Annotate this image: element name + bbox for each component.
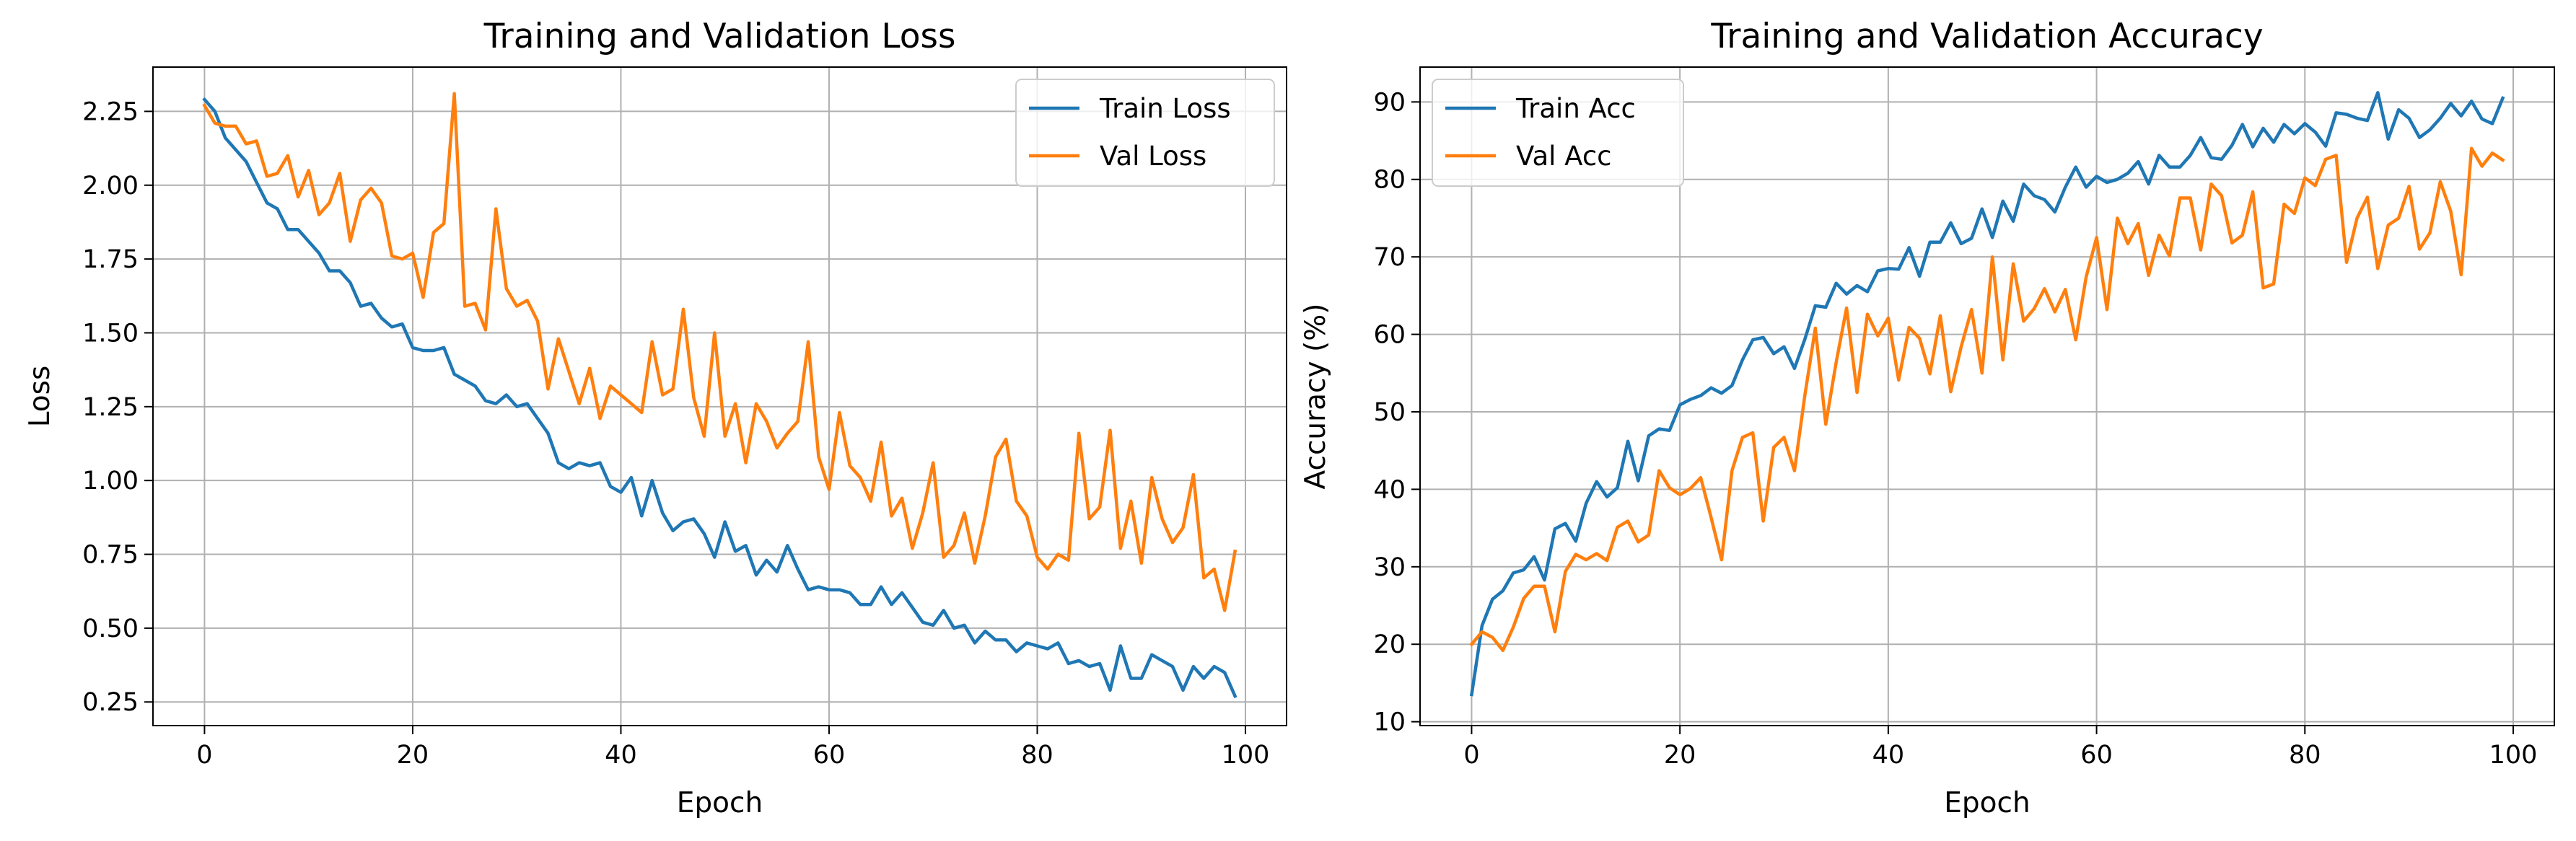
accuracy-series-line-val — [1469, 146, 2505, 653]
accuracy-y-tick-label-70: 70 — [1373, 243, 1406, 272]
accuracy-ticks: 0 20 40 60 80 100 10 20 30 40 50 60 70 80 90 — [1373, 88, 2537, 770]
accuracy-y-tick-label-90: 90 — [1373, 88, 1406, 117]
accuracy-chart: Training and Validation Accuracy Epoch A… — [1300, 17, 2555, 819]
accuracy-x-axis-label: Epoch — [1944, 787, 2030, 819]
accuracy-y-tick-label-10: 10 — [1373, 708, 1406, 737]
loss-y-tick-label-1-75: 1.75 — [82, 245, 139, 274]
accuracy-series — [1469, 91, 2505, 697]
accuracy-plot-frame — [1419, 66, 2555, 726]
loss-x-tick-label-0: 0 — [196, 741, 212, 770]
loss-y-axis-label: Loss — [24, 366, 56, 428]
loss-y-tick-label-0-25: 0.25 — [82, 688, 139, 717]
accuracy-legend-label-train: Train Acc — [1515, 93, 1636, 124]
accuracy-y-tick-label-30: 30 — [1373, 553, 1406, 582]
accuracy-y-tick-label-80: 80 — [1373, 166, 1406, 195]
loss-legend-label-train: Train Loss — [1099, 93, 1231, 124]
accuracy-y-tick-label-60: 60 — [1373, 321, 1406, 350]
accuracy-y-tick-label-20: 20 — [1373, 630, 1406, 659]
accuracy-chart-title: Training and Validation Accuracy — [1710, 17, 2263, 56]
loss-chart-title: Training and Validation Loss — [483, 17, 956, 56]
loss-legend-box — [1015, 79, 1275, 187]
accuracy-y-tick-label-40: 40 — [1373, 475, 1406, 504]
accuracy-legend: Train Acc Val Acc — [1432, 79, 1684, 187]
accuracy-x-tick-label-0: 0 — [1463, 741, 1479, 770]
loss-x-axis-label: Epoch — [677, 787, 763, 819]
loss-legend: Train Loss Val Loss — [1015, 79, 1275, 187]
loss-y-tick-label-0-5: 0.50 — [82, 615, 139, 643]
accuracy-series-line-train — [1469, 91, 2505, 697]
loss-series-line-val — [202, 92, 1237, 612]
accuracy-x-tick-label-40: 40 — [1872, 741, 1905, 770]
loss-series-line-train — [202, 97, 1237, 699]
loss-y-tick-label-1-25: 1.25 — [82, 393, 139, 422]
accuracy-legend-label-val: Val Acc — [1516, 141, 1612, 172]
accuracy-grid — [1420, 67, 2554, 726]
loss-y-tick-label-2: 2.00 — [82, 172, 139, 201]
accuracy-y-tick-label-50: 50 — [1373, 398, 1406, 427]
loss-y-tick-label-1: 1.00 — [82, 467, 139, 496]
loss-y-tick-label-1-5: 1.50 — [82, 319, 139, 348]
accuracy-x-tick-label-80: 80 — [2289, 741, 2321, 770]
loss-x-tick-label-80: 80 — [1021, 741, 1053, 770]
loss-plot-frame — [152, 66, 1287, 726]
accuracy-x-tick-label-100: 100 — [2489, 741, 2538, 770]
accuracy-x-tick-label-60: 60 — [2080, 741, 2113, 770]
loss-series — [202, 92, 1237, 699]
loss-x-tick-label-60: 60 — [813, 741, 846, 770]
accuracy-x-tick-label-20: 20 — [1664, 741, 1696, 770]
loss-y-tick-label-0-75: 0.75 — [82, 541, 139, 570]
loss-x-tick-label-40: 40 — [605, 741, 637, 770]
loss-y-tick-label-2-25: 2.25 — [82, 97, 139, 126]
accuracy-y-axis-label: Accuracy (%) — [1300, 304, 1332, 490]
loss-x-tick-label-20: 20 — [397, 741, 429, 770]
loss-ticks: 0 20 40 60 80 100 0.25 0.50 0.75 1.00 1.25 1.50 1.75… — [82, 97, 1269, 770]
loss-legend-label-val: Val Loss — [1100, 141, 1206, 172]
loss-x-tick-label-100: 100 — [1222, 741, 1270, 770]
loss-chart: Training and Validation Loss Epoch Loss … — [24, 17, 1287, 819]
accuracy-legend-box — [1432, 79, 1684, 187]
